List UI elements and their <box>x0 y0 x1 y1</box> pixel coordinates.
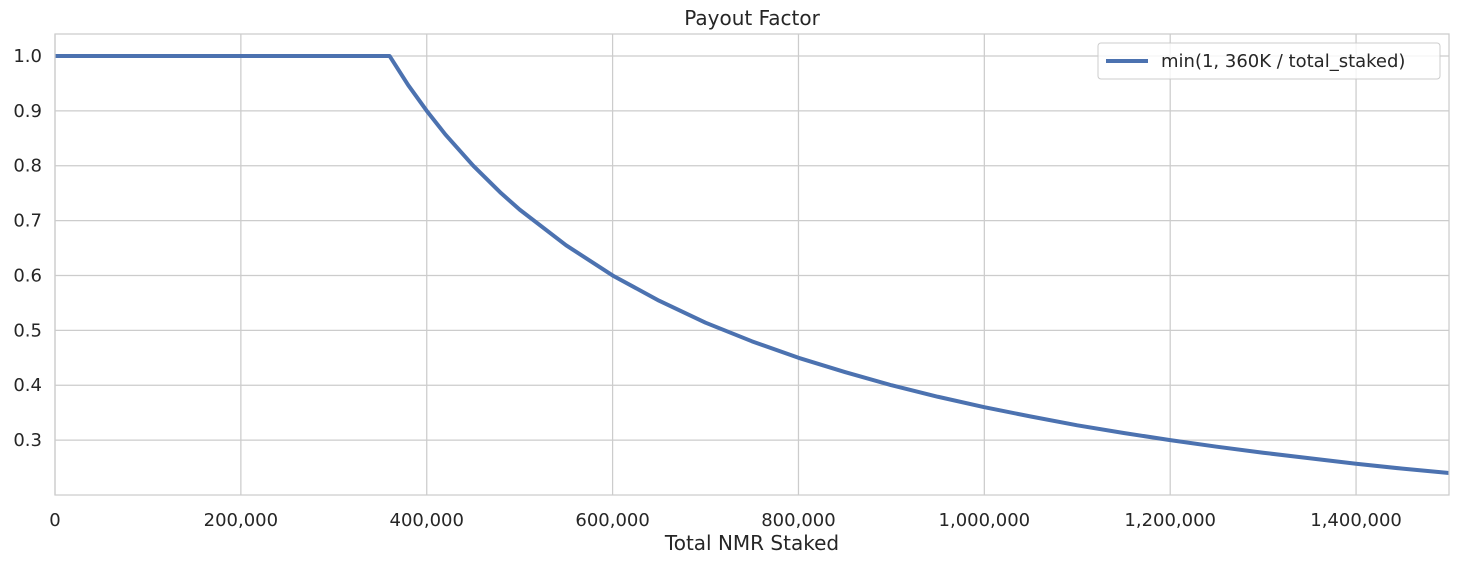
plot-frame <box>54 33 1450 496</box>
legend-box <box>1097 42 1441 80</box>
grid-lines <box>54 34 1449 495</box>
chart-title: Payout Factor <box>684 6 820 30</box>
y-tick-label: 0.8 <box>13 156 42 177</box>
series-layer <box>55 53 1450 476</box>
y-tick-label: 0.7 <box>13 211 42 232</box>
x-tick-label: 1,000,000 <box>939 510 1031 531</box>
y-tick-label: 0.6 <box>13 265 42 286</box>
x-axis-ticks: 0 200,000 400,000 600,000 800,000 1,000,000 1,… <box>49 510 1402 531</box>
x-tick-label: 1,400,000 <box>1310 510 1402 531</box>
y-axis-ticks: 0.3 0.4 0.5 0.6 0.7 0.8 0.9 1.0 <box>13 46 42 451</box>
y-tick-label: 0.3 <box>13 430 42 451</box>
y-tick-label: 0.5 <box>13 320 42 341</box>
series-line <box>55 53 1450 476</box>
x-tick-label: 1,200,000 <box>1124 510 1216 531</box>
y-tick-label: 0.4 <box>13 375 42 396</box>
legend: min(1, 360K / total_staked) <box>1097 42 1441 80</box>
x-tick-label: 200,000 <box>204 510 278 531</box>
x-tick-label: 400,000 <box>390 510 464 531</box>
x-tick-label: 800,000 <box>761 510 835 531</box>
y-tick-label: 0.9 <box>13 101 42 122</box>
x-tick-label: 600,000 <box>575 510 649 531</box>
y-tick-label: 1.0 <box>13 46 42 67</box>
x-axis-label: Total NMR Staked <box>664 531 839 555</box>
legend-label: min(1, 360K / total_staked) <box>1161 51 1405 72</box>
x-tick-label: 0 <box>49 510 60 531</box>
